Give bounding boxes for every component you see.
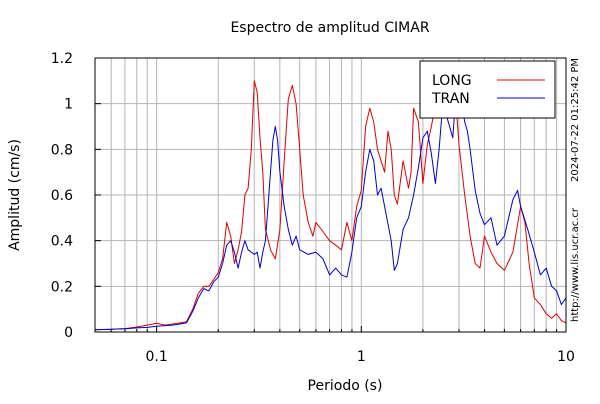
legend: LONG TRAN	[419, 60, 556, 119]
y-tick-label: 0.6	[51, 188, 73, 204]
series-lines	[94, 68, 567, 331]
x-tick-label: 10	[557, 349, 575, 365]
timestamp-text: 2024-07-22 01:25:42 PM	[570, 58, 581, 182]
x-tick-label: 0.1	[145, 349, 167, 365]
series-line-tran	[94, 80, 567, 331]
legend-label-tran: TRAN	[431, 91, 470, 107]
y-axis-label: Amplitud (cm/s)	[7, 139, 23, 251]
y-tick-label: 0.4	[51, 234, 73, 250]
x-tick-label: 1	[357, 349, 366, 365]
plot-frame	[94, 57, 567, 333]
series-line-long	[94, 68, 567, 331]
source-url-text: http://www.lis.ucr.ac.cr	[570, 207, 581, 322]
y-tick-label: 0	[64, 325, 73, 341]
chart-title: Espectro de amplitud CIMAR	[230, 20, 429, 36]
y-tick-label: 1	[64, 97, 73, 113]
y-tick-label: 1.2	[51, 51, 73, 67]
legend-box	[419, 60, 556, 119]
y-tick-label: 0.2	[51, 279, 73, 295]
legend-label-long: LONG	[432, 73, 472, 89]
axis-ticks: 0 0.2 0.4 0.6 0.8 1 1.2 0.1 1 10	[51, 51, 575, 365]
y-tick-label: 0.8	[51, 142, 73, 158]
x-axis-label: Periodo (s)	[308, 378, 383, 394]
